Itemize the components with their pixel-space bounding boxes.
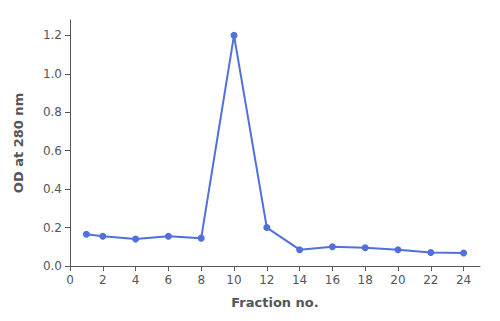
svg-text:4: 4 [132,273,140,287]
svg-text:8: 8 [197,273,205,287]
svg-text:1.0: 1.0 [43,67,62,81]
svg-text:22: 22 [423,273,438,287]
svg-text:0.4: 0.4 [43,182,62,196]
svg-text:0.6: 0.6 [43,144,62,158]
svg-text:1.2: 1.2 [43,28,62,42]
svg-text:18: 18 [358,273,373,287]
svg-text:Fraction no.: Fraction no. [231,295,318,310]
svg-text:12: 12 [259,273,274,287]
svg-text:10: 10 [226,273,241,287]
svg-text:24: 24 [456,273,471,287]
svg-text:0.0: 0.0 [43,259,62,273]
svg-text:2: 2 [99,273,107,287]
svg-text:0.2: 0.2 [43,221,62,235]
svg-text:16: 16 [325,273,340,287]
svg-text:0.8: 0.8 [43,105,62,119]
svg-text:14: 14 [292,273,307,287]
svg-text:20: 20 [390,273,405,287]
svg-text:6: 6 [165,273,173,287]
svg-text:0: 0 [66,273,74,287]
svg-text:OD at 280 nm: OD at 280 nm [11,93,26,193]
